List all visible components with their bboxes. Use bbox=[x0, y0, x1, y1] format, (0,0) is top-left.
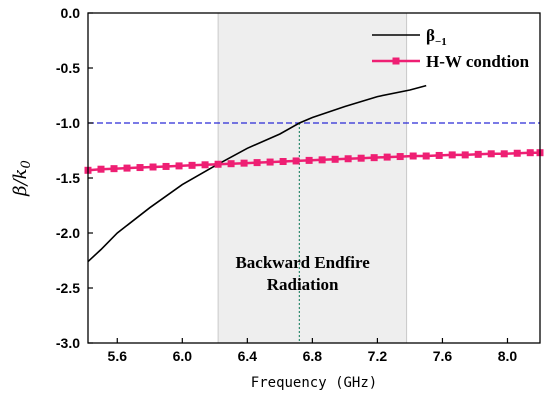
series-1-marker bbox=[214, 160, 222, 168]
annotation-line-1: Backward Endfire bbox=[235, 253, 370, 272]
y-axis-label-main: β/k bbox=[10, 168, 31, 196]
y-tick-label: -3.0 bbox=[56, 335, 80, 351]
y-tick-label: 0.0 bbox=[61, 5, 81, 21]
y-axis-label-subscript: 0 bbox=[19, 160, 34, 168]
series-1-marker bbox=[474, 150, 482, 158]
series-1-marker bbox=[344, 155, 352, 163]
x-tick-label: 6.0 bbox=[173, 348, 193, 364]
annotation-line-2: Radiation bbox=[267, 275, 339, 294]
series-1-marker bbox=[253, 159, 261, 167]
y-tick-label: -0.5 bbox=[56, 60, 80, 76]
legend-label-beta-subscript: −1 bbox=[435, 36, 447, 48]
series-1-marker bbox=[526, 149, 534, 157]
x-tick-label: 8.0 bbox=[498, 348, 518, 364]
series-1-marker bbox=[448, 151, 456, 159]
series-1-marker bbox=[513, 149, 521, 157]
series-1-marker bbox=[461, 151, 469, 159]
series-1-marker bbox=[240, 159, 248, 167]
series-1-marker bbox=[383, 153, 391, 161]
series-1-marker bbox=[370, 154, 378, 162]
y-tick-label: -1.0 bbox=[56, 115, 80, 131]
legend-marker-hw bbox=[392, 57, 400, 65]
series-1-marker bbox=[409, 152, 417, 160]
x-axis-label: Frequency (GHz) bbox=[251, 375, 377, 391]
series-1-marker bbox=[422, 152, 430, 160]
x-tick-label: 6.4 bbox=[238, 348, 258, 364]
x-tick-label: 7.2 bbox=[368, 348, 388, 364]
series-1-marker bbox=[110, 165, 118, 173]
legend-label-beta-main: β bbox=[426, 26, 435, 45]
series-1-marker bbox=[331, 155, 339, 163]
series-1-marker bbox=[227, 160, 235, 168]
y-tick-label: -1.5 bbox=[56, 170, 80, 186]
legend-label-beta: β−1 bbox=[426, 26, 447, 48]
series-1-marker bbox=[266, 158, 274, 166]
x-tick-label: 5.6 bbox=[108, 348, 128, 364]
legend-label-hw: H-W condtion bbox=[426, 52, 530, 71]
series-1-marker bbox=[136, 164, 144, 172]
shaded-region bbox=[218, 13, 407, 343]
y-tick-label: -2.5 bbox=[56, 280, 80, 296]
series-1-marker bbox=[201, 161, 209, 169]
series-1-marker bbox=[279, 158, 287, 165]
series-1-marker bbox=[357, 154, 365, 162]
series-1-marker bbox=[292, 157, 300, 165]
series-1-marker bbox=[97, 165, 105, 173]
series-1-marker bbox=[162, 162, 170, 170]
series-1-marker bbox=[435, 151, 443, 159]
series-line-0 bbox=[87, 84, 427, 263]
series-1-marker bbox=[487, 150, 495, 158]
x-tick-label: 7.6 bbox=[433, 348, 453, 364]
legend: β−1 H-W condtion bbox=[372, 26, 530, 71]
series-1-marker bbox=[149, 163, 157, 171]
y-tick-label: -2.0 bbox=[56, 225, 80, 241]
y-axis-label: β/k0 bbox=[10, 160, 34, 197]
series-1-marker bbox=[123, 164, 131, 172]
series-1-marker bbox=[396, 153, 404, 161]
series-1-marker bbox=[500, 150, 508, 158]
x-tick-label: 6.8 bbox=[303, 348, 323, 364]
series-1-marker bbox=[175, 162, 183, 170]
series-1-marker bbox=[305, 156, 313, 164]
series-1-marker bbox=[188, 161, 196, 169]
series-1-marker bbox=[318, 156, 326, 164]
